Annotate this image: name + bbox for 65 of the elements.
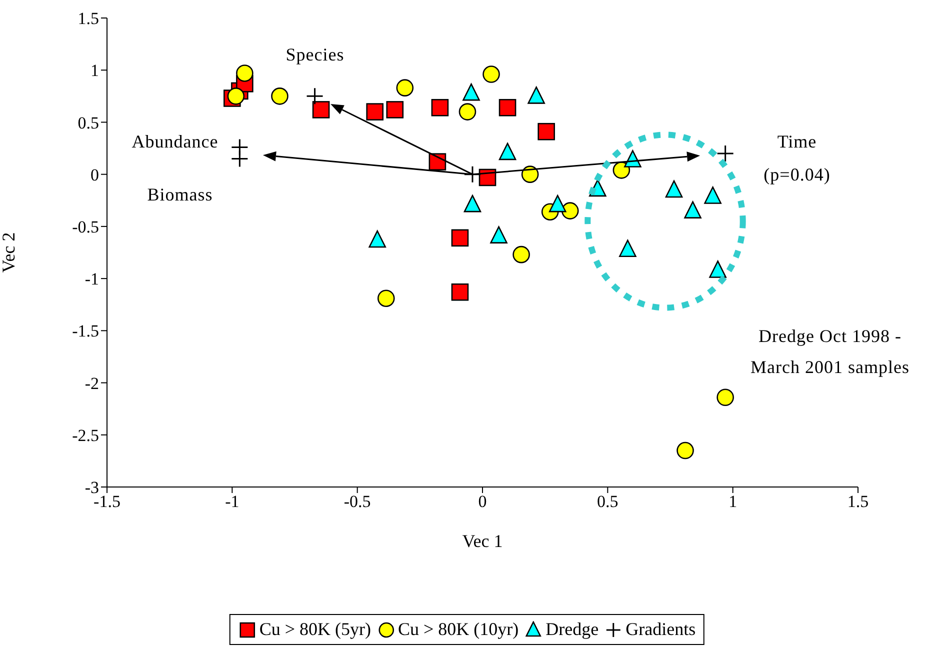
point: [431, 98, 449, 116]
y-tick-label: -2: [84, 374, 99, 393]
y-tick-label: -1.5: [72, 322, 99, 341]
x-tick-label: 0.5: [597, 492, 618, 512]
annotation: Time: [777, 130, 817, 154]
point: [498, 98, 516, 116]
point: [227, 88, 245, 105]
point: [464, 194, 482, 212]
y-tick-label: 0.5: [78, 113, 99, 132]
point: [458, 103, 476, 120]
annotation: Dredge Oct 1998 - March 2001 samples: [750, 325, 910, 379]
point: [236, 64, 254, 82]
point: [548, 194, 566, 212]
y-tick-label: -2.5: [72, 426, 99, 445]
point: [665, 180, 683, 198]
x-tick-label: -1: [225, 492, 240, 512]
y-tick-label: 0: [90, 165, 99, 184]
legend-label: Cu > 80K (10yr): [398, 619, 519, 640]
point: [230, 150, 248, 168]
point: [451, 229, 469, 247]
annotation: (p=0.04): [764, 164, 830, 186]
point: [528, 86, 545, 104]
annotation: Abundance: [132, 130, 218, 154]
legend-label: Gradients: [626, 619, 696, 640]
point: [271, 88, 288, 105]
y-tick-label: 1: [90, 61, 99, 80]
point: [521, 166, 539, 183]
point: [368, 230, 386, 248]
point: [482, 66, 500, 83]
legend-label: Dredge: [546, 619, 599, 640]
y-tick-label: 1.5: [78, 9, 99, 28]
x-tick-label: 1: [728, 492, 738, 512]
point: [464, 166, 482, 184]
point: [396, 79, 414, 96]
y-tick-label: -3: [84, 478, 99, 498]
point: [462, 83, 480, 101]
point: [428, 153, 446, 170]
annotation: Species: [286, 44, 344, 66]
annotation: Biomass: [147, 184, 213, 206]
point: [512, 246, 530, 264]
x-axis-title: Vec 1: [462, 531, 503, 551]
y-tick-label: -1: [84, 270, 99, 289]
point: [684, 201, 702, 218]
point: [386, 101, 404, 118]
point: [538, 122, 555, 140]
point: [312, 101, 330, 118]
x-tick-label: 1.5: [847, 492, 869, 512]
legend-label: Cu > 80K (5yr): [259, 619, 372, 640]
point: [716, 388, 734, 406]
point: [716, 144, 734, 162]
point: [490, 226, 508, 244]
point: [498, 142, 516, 160]
point: [561, 202, 579, 220]
y-axis-title: Vec 2: [0, 232, 18, 273]
x-tick-label: 0: [478, 492, 487, 512]
x-tick-label: -0.5: [344, 492, 371, 512]
point: [377, 290, 395, 308]
point: [306, 87, 324, 105]
point: [704, 186, 722, 204]
point: [366, 103, 384, 120]
y-tick-label: -0.5: [72, 217, 99, 236]
point: [676, 442, 694, 460]
point: [619, 240, 636, 258]
point: [709, 260, 726, 278]
point: [451, 283, 469, 301]
